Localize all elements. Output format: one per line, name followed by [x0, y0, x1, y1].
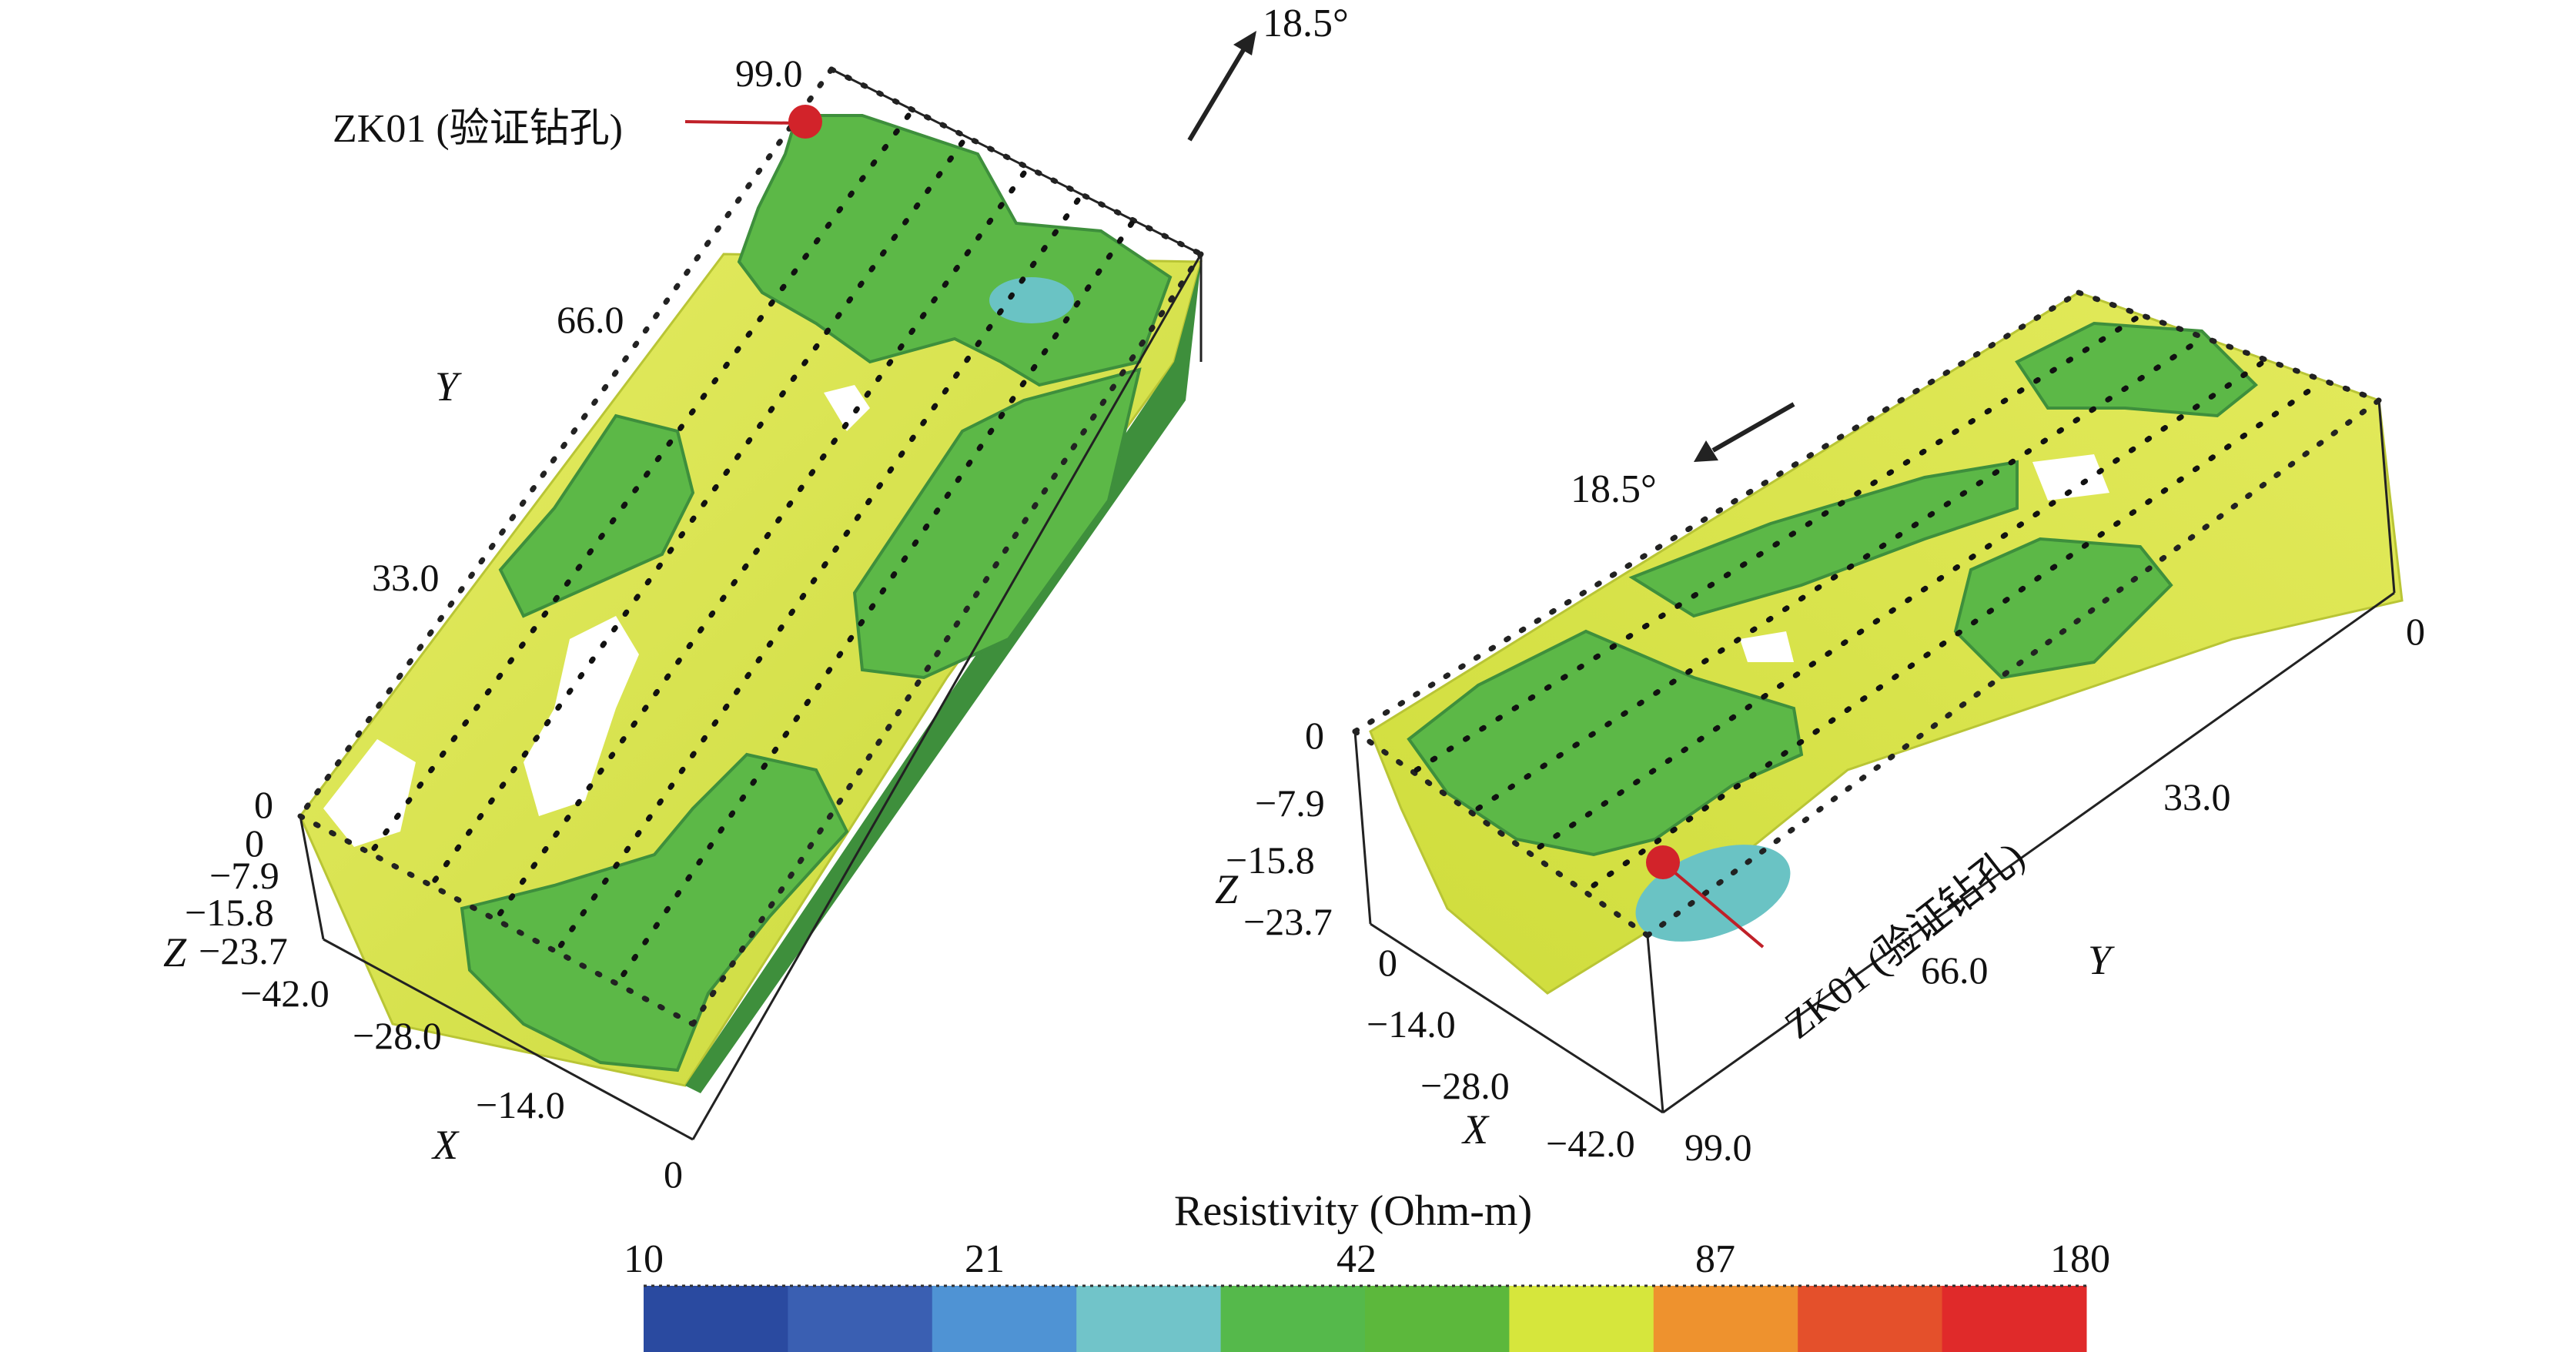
left-y-tick-66: 66.0	[557, 298, 624, 341]
right-green-patch-east	[1953, 537, 2173, 680]
right-hole-1	[2032, 454, 2109, 500]
colorbar-swatch	[1509, 1286, 1654, 1352]
left-green-side	[685, 262, 1201, 1093]
colorbar-swatch	[1653, 1286, 1798, 1352]
left-hole-center	[524, 616, 639, 816]
right-y-tick-0: 0	[2406, 610, 2425, 653]
right-z-tick-0: 0	[1305, 714, 1324, 757]
right-borehole-leader	[1663, 862, 1765, 949]
left-north-arrowhead	[1233, 31, 1256, 55]
right-y-tick-33: 33.0	[2163, 775, 2231, 818]
right-x-tick-42: −42.0	[1546, 1122, 1635, 1165]
left-y-tick-0: 0	[254, 783, 273, 826]
colorbar-tick-42: 42	[1337, 1237, 1377, 1281]
right-green-patch-southwest	[1407, 629, 1804, 857]
left-green-patch-north	[737, 114, 1173, 387]
left-axis-x: X	[433, 1122, 458, 1168]
colorbar-swatch	[1798, 1286, 1943, 1352]
left-z-tick-15: −15.8	[185, 891, 274, 934]
left-x-tick-42: −42.0	[240, 972, 330, 1015]
right-green-patch-north	[2015, 321, 2258, 418]
right-hole-2	[1740, 631, 1794, 662]
right-north-label: 18.5°	[1571, 467, 1657, 511]
left-3d-view	[297, 31, 1256, 1141]
left-z-tick-7: −7.9	[209, 854, 279, 897]
right-y-tick-66: 66.0	[1921, 949, 1989, 992]
left-north-arrow	[1187, 49, 1246, 142]
colorbar-swatch	[1076, 1286, 1222, 1352]
right-x-tick-14: −14.0	[1367, 1002, 1456, 1046]
right-box-dotted-edges	[1352, 289, 2382, 939]
left-north-label: 18.5°	[1263, 2, 1349, 45]
right-green-patch-central	[1628, 460, 2019, 618]
right-y-tick-99: 99.0	[1684, 1126, 1752, 1169]
colorbar-tick-10: 10	[624, 1237, 664, 1281]
left-hole-north	[824, 385, 870, 431]
left-y-tick-33: 33.0	[372, 556, 440, 599]
right-z-tick-23: −23.7	[1243, 900, 1333, 943]
colorbar-swatch	[788, 1286, 933, 1352]
left-borehole-label: ZK01 (验证钻孔)	[333, 107, 623, 151]
left-electrode-lines	[366, 112, 1135, 989]
colorbar-tick-180: 180	[2050, 1237, 2110, 1281]
left-green-patch-east	[852, 367, 1142, 680]
right-axis-x: X	[1463, 1106, 1488, 1153]
right-x-tick-28: −28.0	[1420, 1064, 1510, 1107]
left-z-tick-23: −23.7	[199, 929, 288, 972]
right-north-arrowhead	[1694, 440, 1718, 462]
left-axis-y: Y	[435, 363, 459, 410]
colorbar-swatch	[1220, 1286, 1366, 1352]
right-yellow-isosurface	[1369, 291, 2404, 995]
right-borehole-marker	[1646, 845, 1680, 879]
colorbar-tick-87: 87	[1695, 1237, 1735, 1281]
left-green-patch-south	[460, 752, 849, 1073]
colorbar-swatch	[644, 1286, 788, 1352]
right-axis-y: Y	[2088, 937, 2112, 983]
right-electrode-lines	[1413, 313, 2320, 889]
colorbar	[644, 1284, 2087, 1352]
right-z-tick-15: −15.8	[1226, 838, 1315, 882]
colorbar-title: Resistivity (Ohm-m)	[1174, 1187, 1533, 1235]
colorbar-swatch	[1942, 1286, 2087, 1352]
colorbar-swatch	[1365, 1286, 1510, 1352]
left-cyan-patch	[989, 277, 1074, 323]
left-x-tick-0: 0	[664, 1153, 683, 1196]
right-z-tick-7: −7.9	[1255, 781, 1325, 825]
colorbar-swatch	[932, 1286, 1077, 1352]
right-3d-view	[1352, 289, 2404, 1114]
left-borehole-leader	[684, 120, 801, 125]
colorbar-tick-21: 21	[965, 1237, 1005, 1281]
right-axis-z: Z	[1215, 866, 1239, 912]
left-borehole-marker	[788, 105, 822, 139]
right-bounding-box	[1353, 400, 2396, 1114]
left-y-tick-99: 99.0	[735, 52, 803, 95]
right-x-tick-0: 0	[1378, 941, 1397, 984]
left-green-patch-west	[498, 413, 695, 618]
left-z-tick-0: 0	[245, 822, 264, 865]
left-x-tick-28: −28.0	[353, 1014, 442, 1057]
left-x-tick-14: −14.0	[476, 1083, 565, 1126]
left-axis-z: Z	[163, 929, 187, 976]
right-north-arrow	[1711, 402, 1795, 453]
left-box-dotted-edges	[297, 66, 1204, 1027]
left-hole-west	[323, 739, 416, 847]
